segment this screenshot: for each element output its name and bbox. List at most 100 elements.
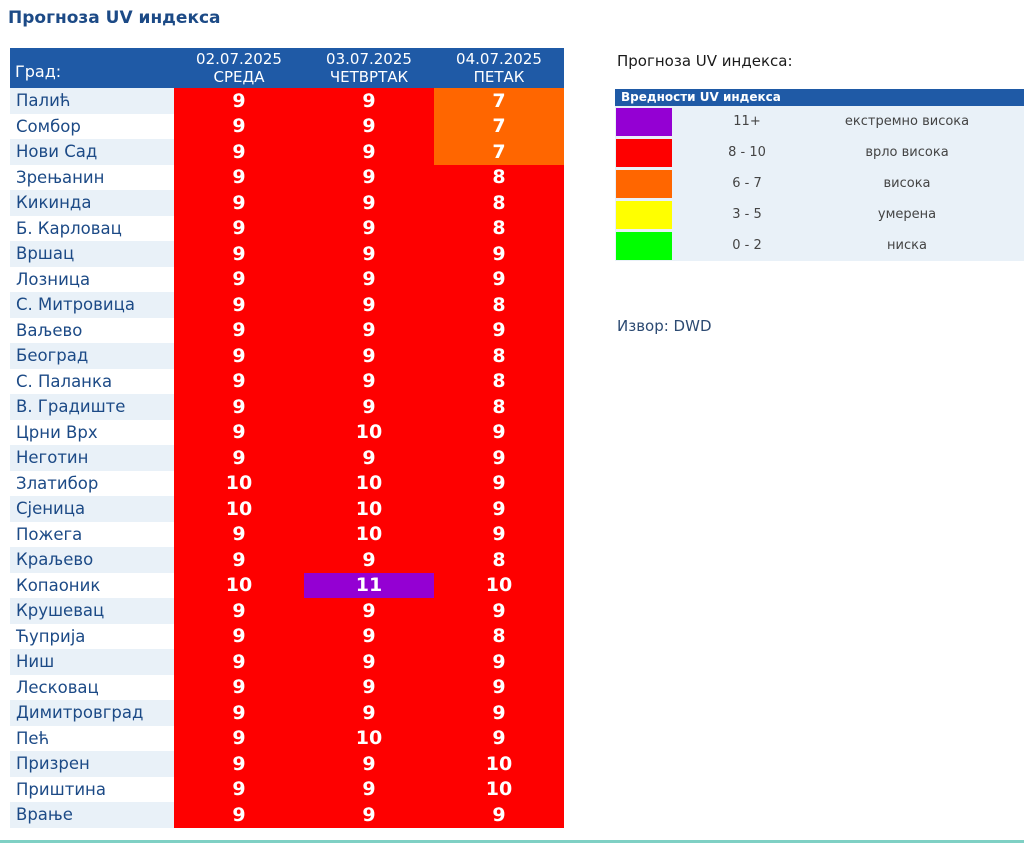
table-row: Вршац 9 9 9 (10, 241, 564, 267)
table-body: Палић 9 9 7 Сомбор 9 9 7 Нови Сад 9 9 7 Зрењанин 9 9 8 К… (10, 88, 564, 828)
legend-color-swatch (616, 169, 672, 198)
city-name: Копаоник (10, 572, 174, 598)
legend-range: 8 - 10 (728, 145, 766, 160)
table-row: Призрен 9 9 10 (10, 751, 564, 777)
legend-label: екстремно висока (844, 114, 970, 129)
uv-value-cell: 9 (304, 394, 434, 420)
table-row: Димитровград 9 9 9 (10, 700, 564, 726)
uv-value-cell: 9 (174, 776, 304, 802)
uv-value-cell: 9 (174, 725, 304, 751)
table-row: Нови Сад 9 9 7 (10, 139, 564, 165)
table-row: Крушевац 9 9 9 (10, 598, 564, 624)
uv-value-cell: 9 (434, 241, 564, 267)
uv-value-cell: 9 (304, 776, 434, 802)
uv-value-cell: 9 (304, 802, 434, 828)
uv-legend: Вредности UV индекса 11+ екстремно висока… (615, 89, 1024, 261)
day-column-header: 02.07.2025 СРЕДА (174, 48, 304, 88)
uv-value-cell: 9 (174, 139, 304, 165)
uv-value-cell: 9 (304, 700, 434, 726)
uv-value-cell: 9 (174, 623, 304, 649)
day-column-header: 03.07.2025 ЧЕТВРТАК (304, 48, 434, 88)
uv-value-cell: 9 (174, 368, 304, 394)
table-row: С. Митровица 9 9 8 (10, 292, 564, 318)
uv-value-cell: 9 (304, 649, 434, 675)
legend-row: 3 - 5 умерена (615, 199, 1024, 230)
table-row: Палић 9 9 7 (10, 88, 564, 114)
city-name: Пожега (10, 521, 174, 547)
uv-value-cell: 9 (434, 674, 564, 700)
city-name: Ваљево (10, 317, 174, 343)
uv-value-cell: 9 (174, 317, 304, 343)
legend-range: 3 - 5 (732, 207, 762, 222)
day-date: 03.07.2025 (326, 50, 412, 68)
uv-value-cell: 7 (434, 113, 564, 139)
uv-value-cell: 9 (304, 317, 434, 343)
legend-heading: Прогноза UV индекса: (617, 52, 793, 70)
page-divider (0, 840, 1024, 843)
uv-value-cell: 10 (434, 572, 564, 598)
legend-color-swatch (616, 138, 672, 167)
city-name: Неготин (10, 445, 174, 471)
table-row: Врање 9 9 9 (10, 802, 564, 828)
uv-value-cell: 9 (304, 368, 434, 394)
uv-value-cell: 9 (434, 649, 564, 675)
page-title: Прогноза UV индекса (8, 8, 221, 28)
city-name: Сјеница (10, 496, 174, 522)
uv-value-cell: 9 (174, 445, 304, 471)
uv-value-cell: 10 (434, 776, 564, 802)
legend-color-swatch (616, 107, 672, 136)
uv-value-cell: 9 (304, 598, 434, 624)
table-row: Лесковац 9 9 9 (10, 674, 564, 700)
city-name: Лесковац (10, 674, 174, 700)
table-row: Црни Врх 9 10 9 (10, 419, 564, 445)
city-name: Сомбор (10, 113, 174, 139)
uv-value-cell: 9 (174, 700, 304, 726)
uv-value-cell: 9 (174, 521, 304, 547)
uv-value-cell: 9 (304, 343, 434, 369)
city-name: Краљево (10, 547, 174, 573)
uv-value-cell: 9 (304, 445, 434, 471)
city-name: Пећ (10, 725, 174, 751)
uv-value-cell: 9 (434, 598, 564, 624)
uv-value-cell: 9 (174, 113, 304, 139)
legend-range: 0 - 2 (732, 238, 762, 253)
uv-value-cell: 7 (434, 139, 564, 165)
legend-color-swatch (616, 200, 672, 229)
uv-value-cell: 9 (434, 445, 564, 471)
table-row: Пећ 9 10 9 (10, 725, 564, 751)
uv-value-cell: 10 (434, 751, 564, 777)
city-name: С. Паланка (10, 368, 174, 394)
legend-label: висока (883, 176, 931, 191)
uv-value-cell: 9 (434, 317, 564, 343)
legend-row: 11+ екстремно висока (615, 106, 1024, 137)
uv-value-cell: 9 (304, 215, 434, 241)
table-row: Лозница 9 9 9 (10, 266, 564, 292)
uv-value-cell: 9 (174, 292, 304, 318)
uv-forecast-table: Град: 02.07.2025 СРЕДА 03.07.2025 ЧЕТВРТ… (10, 48, 564, 828)
uv-value-cell: 9 (434, 470, 564, 496)
uv-value-cell: 9 (174, 164, 304, 190)
table-row: Ниш 9 9 9 (10, 649, 564, 675)
legend-label: ниска (887, 238, 927, 253)
city-name: Ћуприја (10, 623, 174, 649)
day-date: 02.07.2025 (196, 50, 282, 68)
table-row: Ћуприја 9 9 8 (10, 623, 564, 649)
uv-value-cell: 7 (434, 88, 564, 114)
uv-value-cell: 10 (304, 521, 434, 547)
city-column-header: Град: (10, 48, 174, 88)
uv-value-cell: 9 (434, 725, 564, 751)
uv-value-cell: 9 (434, 521, 564, 547)
uv-value-cell: 10 (174, 496, 304, 522)
uv-value-cell: 9 (174, 88, 304, 114)
uv-value-cell: 8 (434, 215, 564, 241)
legend-range: 11+ (733, 114, 761, 129)
uv-value-cell: 9 (304, 164, 434, 190)
uv-value-cell: 10 (174, 572, 304, 598)
city-name: Призрен (10, 751, 174, 777)
day-weekday: СРЕДА (213, 68, 265, 86)
table-header-row: Град: 02.07.2025 СРЕДА 03.07.2025 ЧЕТВРТ… (10, 48, 564, 88)
uv-value-cell: 9 (174, 751, 304, 777)
table-row: Ваљево 9 9 9 (10, 317, 564, 343)
legend-title: Вредности UV индекса (615, 89, 1024, 106)
uv-value-cell: 9 (304, 751, 434, 777)
